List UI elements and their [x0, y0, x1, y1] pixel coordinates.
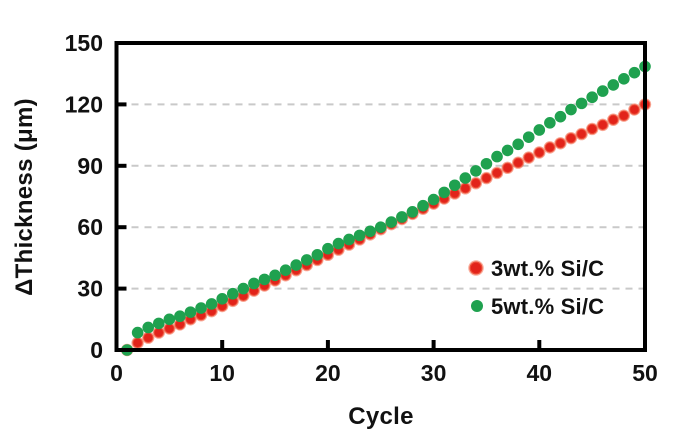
- y-tick-label: 60: [77, 214, 103, 240]
- point-5wt: [269, 269, 281, 282]
- point-5wt: [184, 306, 197, 318]
- point-5wt: [470, 165, 482, 177]
- point-5wt: [554, 110, 567, 123]
- point-5wt: [311, 249, 324, 261]
- point-5wt: [152, 317, 165, 330]
- legend: 3wt.% Si/C 5wt.% Si/C: [468, 256, 604, 319]
- point-5wt: [533, 124, 546, 136]
- point-5wt: [248, 277, 260, 290]
- point-3wt: [469, 176, 483, 190]
- legend-marker-3wt: [468, 260, 484, 276]
- x-tick-label: 10: [209, 360, 235, 386]
- point-5wt: [501, 144, 514, 157]
- point-5wt: [216, 293, 228, 305]
- point-3wt: [617, 109, 631, 122]
- series-5wt-points: [121, 60, 651, 356]
- point-5wt: [427, 193, 440, 206]
- point-5wt: [142, 321, 155, 334]
- point-5wt: [586, 91, 598, 104]
- point-3wt: [459, 182, 472, 195]
- point-5wt: [544, 117, 556, 129]
- point-3wt: [543, 141, 557, 154]
- point-5wt: [131, 326, 144, 339]
- y-axis-title: ΔThickness (μm): [11, 98, 38, 296]
- axis-ticks: [117, 102, 542, 349]
- point-5wt: [205, 298, 218, 310]
- point-5wt: [290, 259, 302, 271]
- x-tick-label: 40: [527, 360, 553, 386]
- point-5wt: [480, 157, 493, 170]
- point-5wt: [364, 225, 376, 238]
- point-5wt: [258, 273, 271, 286]
- y-tick-label: 0: [90, 337, 103, 363]
- point-5wt: [607, 79, 620, 91]
- point-5wt: [596, 85, 609, 97]
- point-5wt: [565, 103, 577, 116]
- x-axis-title: Cycle: [348, 403, 414, 430]
- y-tick-label: 90: [77, 153, 103, 179]
- point-5wt: [438, 186, 450, 199]
- point-3wt: [131, 336, 144, 350]
- point-5wt: [374, 221, 387, 233]
- point-3wt: [522, 151, 535, 164]
- point-3wt: [585, 122, 599, 136]
- point-5wt: [226, 287, 239, 300]
- point-3wt: [575, 127, 588, 141]
- point-5wt: [237, 282, 250, 295]
- legend-marker-5wt: [471, 300, 483, 312]
- point-5wt: [300, 254, 313, 266]
- point-3wt: [564, 131, 578, 145]
- point-5wt: [628, 66, 641, 79]
- point-5wt: [385, 216, 398, 228]
- point-5wt: [417, 199, 429, 212]
- point-5wt: [322, 242, 334, 255]
- y-tick-labels: 0 30 60 90 120 150: [65, 30, 103, 363]
- point-3wt: [511, 156, 525, 169]
- y-tick-label: 150: [65, 30, 103, 56]
- x-tick-label: 0: [110, 360, 123, 386]
- x-tick-label: 20: [315, 360, 341, 386]
- x-tick-label: 50: [632, 360, 658, 386]
- point-3wt: [607, 113, 620, 126]
- point-3wt: [596, 118, 609, 132]
- point-3wt: [501, 161, 514, 175]
- point-5wt: [491, 150, 503, 163]
- point-5wt: [396, 211, 408, 223]
- point-5wt: [332, 237, 345, 250]
- point-5wt: [195, 302, 207, 314]
- point-5wt: [575, 97, 588, 110]
- y-tick-label: 30: [77, 276, 103, 302]
- point-5wt: [279, 264, 292, 276]
- x-tick-label: 30: [421, 360, 447, 386]
- point-5wt: [448, 179, 461, 192]
- point-5wt: [174, 310, 186, 323]
- point-3wt: [480, 171, 493, 185]
- plot-frame: [114, 41, 647, 352]
- point-5wt: [163, 313, 176, 326]
- point-3wt: [554, 137, 567, 150]
- point-5wt: [459, 172, 472, 184]
- x-tick-labels: 0 10 20 30 40 50: [110, 360, 658, 386]
- point-3wt: [490, 166, 504, 180]
- y-tick-label: 120: [65, 91, 103, 117]
- point-5wt: [343, 233, 355, 246]
- point-5wt: [353, 229, 366, 242]
- point-3wt: [142, 331, 155, 344]
- point-5wt: [512, 138, 524, 151]
- legend-label-5wt: 5wt.% Si/C: [491, 294, 604, 319]
- point-5wt: [406, 206, 419, 218]
- point-5wt: [522, 131, 535, 143]
- legend-label-3wt: 3wt.% Si/C: [491, 256, 604, 281]
- point-3wt: [628, 103, 641, 116]
- point-5wt: [618, 73, 630, 85]
- point-3wt: [533, 146, 546, 159]
